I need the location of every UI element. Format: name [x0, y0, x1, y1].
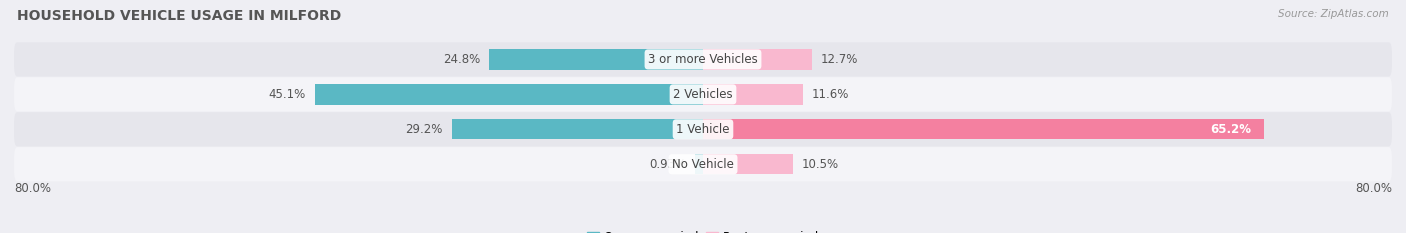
FancyBboxPatch shape	[14, 112, 1392, 147]
Text: 3 or more Vehicles: 3 or more Vehicles	[648, 53, 758, 66]
Text: Source: ZipAtlas.com: Source: ZipAtlas.com	[1278, 9, 1389, 19]
Bar	[703, 154, 793, 174]
FancyBboxPatch shape	[14, 147, 1392, 181]
Bar	[703, 84, 803, 105]
Text: 29.2%: 29.2%	[405, 123, 443, 136]
FancyBboxPatch shape	[14, 42, 1392, 76]
FancyBboxPatch shape	[14, 77, 1392, 112]
Legend: Owner-occupied, Renter-occupied: Owner-occupied, Renter-occupied	[582, 226, 824, 233]
Text: 0.93%: 0.93%	[650, 158, 686, 171]
Text: 2 Vehicles: 2 Vehicles	[673, 88, 733, 101]
Bar	[695, 154, 703, 174]
Text: 80.0%: 80.0%	[14, 182, 51, 195]
Text: 10.5%: 10.5%	[801, 158, 839, 171]
Bar	[315, 84, 703, 105]
Bar	[451, 119, 703, 139]
Text: 80.0%: 80.0%	[1355, 182, 1392, 195]
Text: 45.1%: 45.1%	[269, 88, 307, 101]
Text: No Vehicle: No Vehicle	[672, 158, 734, 171]
Bar	[489, 49, 703, 69]
Bar	[703, 119, 1264, 139]
Text: 1 Vehicle: 1 Vehicle	[676, 123, 730, 136]
Text: 12.7%: 12.7%	[821, 53, 858, 66]
Text: 11.6%: 11.6%	[811, 88, 849, 101]
Text: 65.2%: 65.2%	[1211, 123, 1251, 136]
Bar	[703, 49, 813, 69]
Text: 24.8%: 24.8%	[443, 53, 481, 66]
Text: HOUSEHOLD VEHICLE USAGE IN MILFORD: HOUSEHOLD VEHICLE USAGE IN MILFORD	[17, 9, 342, 23]
